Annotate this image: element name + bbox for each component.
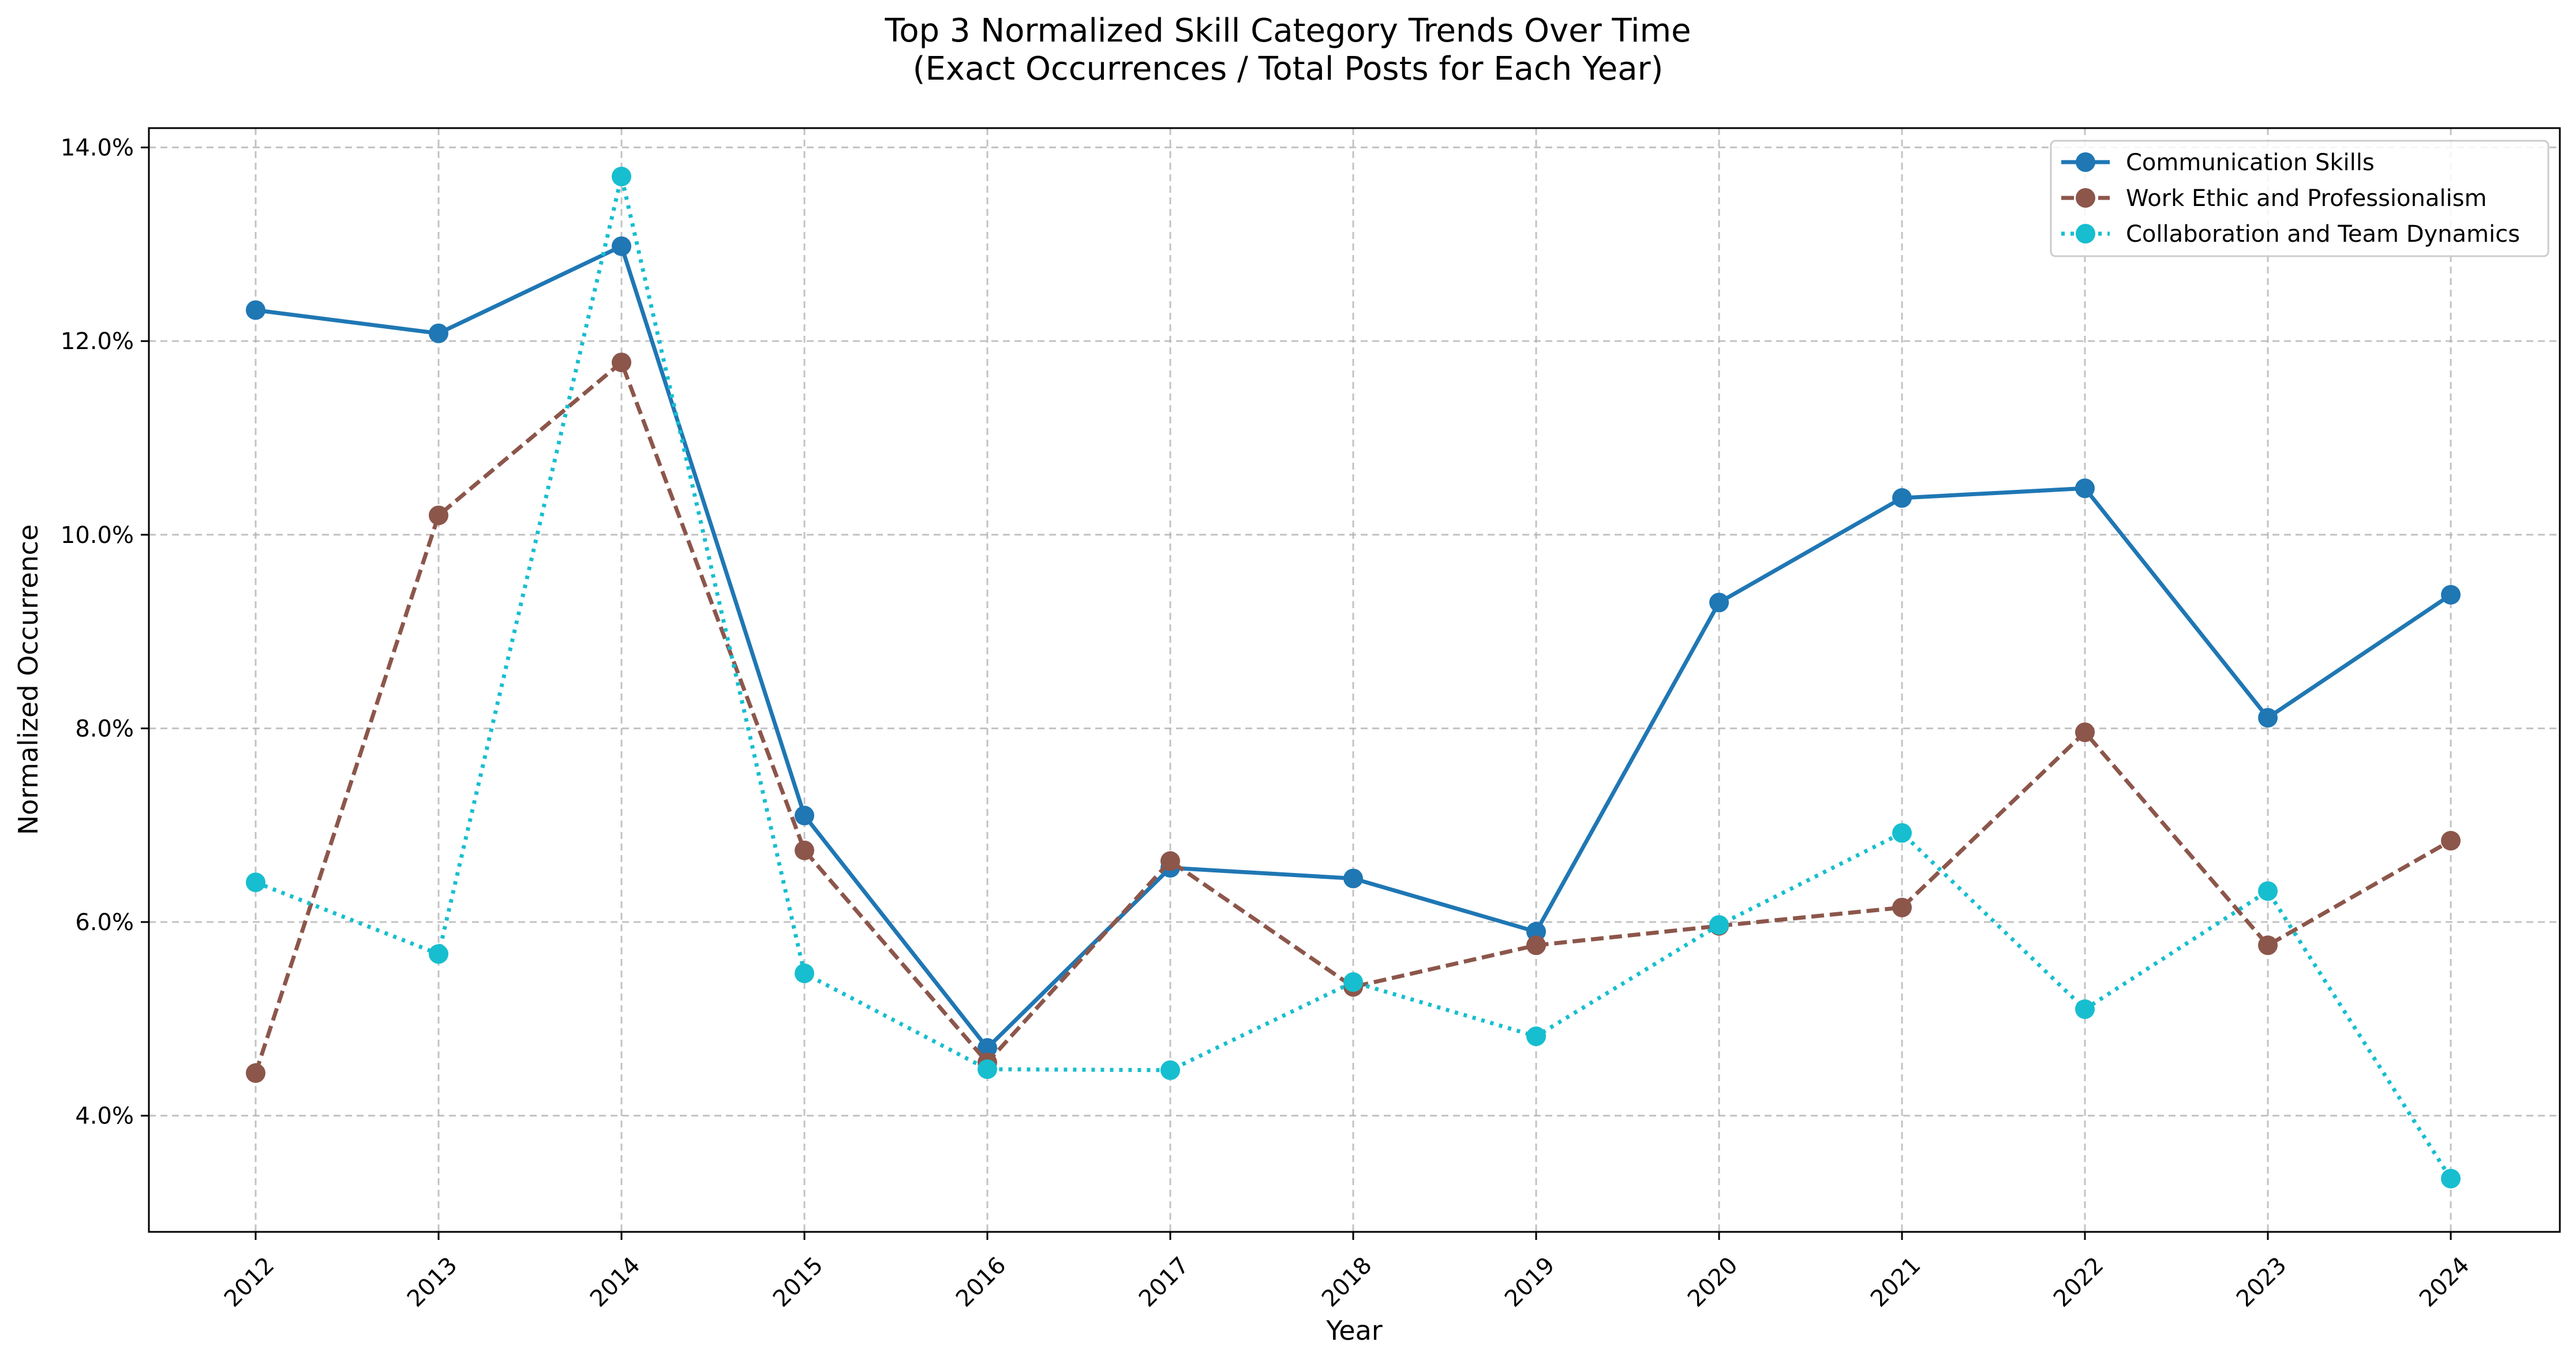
x-tick-label: 2023 <box>2231 1252 2292 1313</box>
data-point <box>1526 921 1546 942</box>
data-point <box>1892 897 1912 917</box>
data-point <box>1709 915 1729 935</box>
data-point <box>1160 1060 1180 1080</box>
data-point <box>1892 488 1912 508</box>
data-point <box>2075 478 2095 499</box>
data-point <box>2258 935 2278 955</box>
data-point <box>429 323 448 343</box>
x-tick-label: 2015 <box>768 1252 829 1313</box>
chart-title: Top 3 Normalized Skill Category Trends O… <box>885 12 1691 50</box>
data-point <box>246 300 265 320</box>
data-point <box>795 805 814 826</box>
y-tick-label: 8.0% <box>75 715 134 742</box>
y-tick-label: 10.0% <box>61 522 134 549</box>
data-point <box>2258 881 2278 901</box>
x-tick-label: 2022 <box>2049 1252 2109 1313</box>
data-point <box>1892 823 1912 843</box>
legend-label: Work Ethic and Professionalism <box>2126 185 2487 212</box>
data-point <box>2441 831 2461 851</box>
data-point <box>978 1059 997 1080</box>
x-tick-label: 2021 <box>1866 1252 1926 1313</box>
data-point <box>612 166 631 186</box>
x-tick-label: 2019 <box>1500 1252 1560 1313</box>
plot-area-frame <box>148 127 2561 1233</box>
data-point <box>1526 935 1546 955</box>
legend-marker <box>2076 224 2095 243</box>
y-axis-ticks: 4.0% 6.0% 8.0% 10.0% 12.0% 14.0% <box>61 135 149 1130</box>
legend-label: Communication Skills <box>2126 149 2375 176</box>
x-tick-label: 2013 <box>402 1252 463 1313</box>
legend-item: Work Ethic and Professionalism <box>2061 185 2487 212</box>
y-tick-label: 6.0% <box>75 909 134 936</box>
x-tick-label: 2012 <box>219 1252 280 1313</box>
legend-marker <box>2076 188 2095 208</box>
data-point <box>429 944 448 964</box>
legend-marker <box>2076 152 2095 172</box>
x-axis-label: Year <box>1326 1315 1382 1346</box>
legend-item: Communication Skills <box>2061 149 2375 176</box>
legend-item: Collaboration and Team Dynamics <box>2061 221 2520 248</box>
data-point <box>2441 584 2461 605</box>
x-tick-label: 2016 <box>951 1252 1012 1313</box>
y-tick-label: 4.0% <box>75 1103 134 1130</box>
data-point <box>978 1038 997 1058</box>
y-axis-label: Normalized Occurrence <box>13 524 44 835</box>
y-tick-label: 14.0% <box>61 135 134 162</box>
data-point <box>429 505 448 526</box>
data-point <box>1160 851 1180 871</box>
grid-lines <box>149 128 2560 1232</box>
data-point <box>2258 707 2278 728</box>
legend-frame <box>2050 140 2549 257</box>
data-point <box>2441 1168 2461 1189</box>
legend-label: Collaboration and Team Dynamics <box>2126 221 2520 248</box>
legend: Communication Skills Work Ethic and Profe… <box>2050 140 2549 257</box>
chart-subtitle: (Exact Occurrences / Total Posts for Eac… <box>913 50 1664 88</box>
x-axis-ticks: 2012 2013 2014 2015 2016 2017 2018 2019 2020 2021… <box>219 1232 2475 1313</box>
data-point <box>612 353 631 373</box>
data-point <box>1709 593 1729 613</box>
data-point <box>795 963 814 983</box>
series-collaboration-and-team-dynamics <box>246 166 2461 1189</box>
plot-series <box>246 166 2461 1189</box>
data-point <box>2075 999 2095 1020</box>
data-point <box>1343 972 1363 992</box>
data-point <box>612 236 631 256</box>
data-point <box>1343 868 1363 889</box>
y-tick-label: 12.0% <box>61 328 134 355</box>
x-tick-label: 2020 <box>1683 1252 1743 1313</box>
data-point <box>2075 722 2095 743</box>
x-tick-label: 2018 <box>1317 1252 1377 1313</box>
data-point <box>795 840 814 860</box>
data-point <box>246 1063 265 1083</box>
data-point <box>1526 1026 1546 1047</box>
x-tick-label: 2024 <box>2414 1252 2475 1313</box>
data-point <box>246 872 265 893</box>
x-tick-label: 2014 <box>585 1252 646 1313</box>
x-tick-label: 2017 <box>1134 1252 1195 1313</box>
